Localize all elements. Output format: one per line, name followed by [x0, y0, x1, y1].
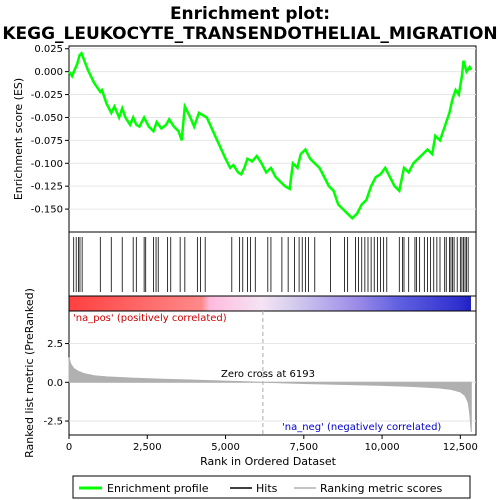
metric-ytick-label: 0.0 [47, 378, 63, 389]
es-ytick-label: -0.050 [31, 113, 63, 124]
hit-marks [73, 237, 469, 292]
es-yticks: -0.150 -0.125 -0.100 -0.075 -0.050 -0.025 0.00… [31, 44, 69, 216]
enrichment-profile-line [67, 51, 473, 221]
metric-xtick-label: 0 [66, 442, 72, 453]
metric-xlabel: Rank in Ordered Dataset [200, 455, 337, 468]
es-ytick-label: -0.075 [31, 136, 63, 147]
legend-frame [72, 475, 471, 499]
metric-yticks: -2.5 0.0 2.5 [43, 339, 69, 428]
metric-xticks: 0 2,500 5,000 7,500 10,000 12,500 [66, 435, 478, 453]
chart-title-line1: Enrichment plot: [170, 4, 330, 24]
metric-xtick-label: 10,000 [365, 442, 400, 453]
es-gridlines [69, 48, 476, 210]
hits-panel-frame [68, 231, 477, 297]
ranking-metric-area [68, 357, 472, 432]
legend-hits-label: Hits [256, 482, 278, 495]
pos-correlated-label: 'na_pos' (positively correlated) [73, 313, 227, 324]
legend: Enrichment profile Hits Ranking metric s… [72, 475, 471, 499]
es-ytick-label: 0.025 [34, 44, 63, 55]
colorbar-gradient [69, 296, 471, 311]
metric-ytick-label: 2.5 [47, 339, 63, 350]
es-ytick-label: -0.100 [31, 159, 63, 170]
es-ytick-label: -0.025 [31, 90, 63, 101]
metric-xtick-label: 12,500 [443, 442, 478, 453]
neg-correlated-label: 'na_neg' (negatively correlated) [282, 422, 441, 433]
rank-colorbar [68, 295, 477, 312]
es-ytick-label: -0.150 [31, 205, 63, 216]
metric-panel-frame [68, 310, 477, 436]
metric-panel: 'na_pos' (positively correlated) Zero cr… [23, 288, 478, 468]
es-panel-frame [68, 45, 477, 233]
metric-ylabel: Ranked list metric (PreRanked) [23, 288, 36, 458]
metric-xtick-label: 2,500 [133, 442, 162, 453]
zero-cross-label: Zero cross at 6193 [221, 369, 315, 380]
legend-enrichment-label: Enrichment profile [107, 482, 209, 495]
metric-ytick-label: -2.5 [43, 417, 63, 428]
es-ylabel: Enrichment score (ES) [12, 78, 25, 200]
metric-xtick-label: 7,500 [289, 442, 318, 453]
metric-xtick-label: 5,000 [211, 442, 240, 453]
es-ytick-label: -0.125 [31, 182, 63, 193]
hits-panel [68, 231, 477, 297]
es-ytick-label: 0.000 [34, 67, 63, 78]
es-panel: -0.150 -0.125 -0.100 -0.075 -0.050 -0.025 0.00… [12, 44, 477, 233]
chart-title-line2: KEGG_LEUKOCYTE_TRANSENDOTHELIAL_MIGRATIO… [2, 24, 497, 44]
legend-metric-label: Ranking metric scores [320, 482, 442, 495]
